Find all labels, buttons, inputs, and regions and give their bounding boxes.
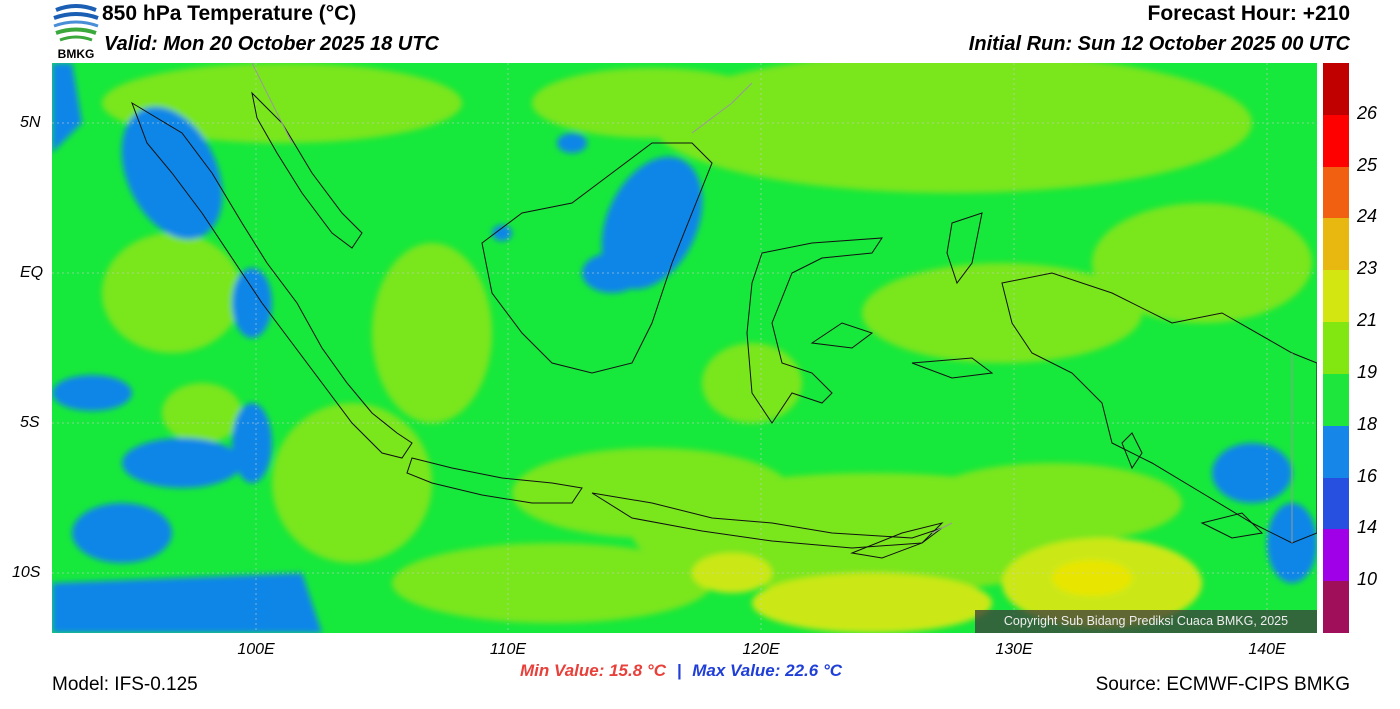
copyright-notice: Copyright Sub Bidang Prediksi Cuaca BMKG…	[975, 610, 1317, 633]
coastlines	[131, 91, 1318, 559]
colorbar-label: 18	[1357, 413, 1378, 434]
colorbar-label: 25	[1357, 154, 1378, 175]
colorbar-segment	[1323, 218, 1349, 271]
max-value: Max Value: 22.6 °C	[692, 661, 843, 680]
colorbar-segment	[1323, 270, 1349, 323]
colorbar-label: 21	[1357, 310, 1378, 331]
colorbar-segment	[1323, 63, 1349, 115]
initial-run: Initial Run: Sun 12 October 2025 00 UTC	[968, 33, 1350, 55]
valid-time: Valid: Mon 20 October 2025 18 UTC	[104, 33, 439, 55]
colorbar-segment	[1323, 425, 1349, 478]
colorbar-segment	[1323, 322, 1349, 375]
lon-label-100e: 100E	[237, 641, 275, 658]
colorbar-label: 16	[1357, 465, 1378, 486]
lon-label-110e: 110E	[489, 641, 527, 658]
lat-label-5n: 5N	[20, 114, 41, 131]
colorbar-segment	[1323, 529, 1349, 582]
lat-label-eq: EQ	[20, 264, 44, 281]
lon-label-140e: 140E	[1248, 641, 1286, 658]
colorbar-label: 26	[1357, 102, 1378, 123]
temperature-map	[52, 53, 1318, 633]
lon-label-120e: 120E	[742, 641, 780, 658]
logo-text: BMKG	[58, 47, 95, 60]
min-value: Min Value: 15.8 °C	[520, 661, 666, 680]
model-label: Model: IFS-0.125	[52, 674, 198, 695]
colorbar-segment	[1323, 373, 1349, 426]
chart-title: 850 hPa Temperature (°C)	[102, 2, 357, 25]
lon-label-130e: 130E	[995, 641, 1033, 658]
forecast-hour: Forecast Hour: +210	[1147, 2, 1351, 25]
colorbar-label: 19	[1357, 361, 1378, 382]
value-separator: |	[676, 661, 682, 680]
colorbar-label: 23	[1357, 258, 1378, 279]
bmkg-logo-icon: BMKG	[53, 2, 99, 61]
lat-label-10s: 10S	[12, 564, 41, 581]
map-canvas	[52, 53, 1318, 633]
borders	[251, 62, 1293, 543]
colorbar-segment	[1323, 114, 1349, 167]
colorbar	[1323, 63, 1349, 634]
colorbar-label: 14	[1357, 517, 1378, 538]
min-max-values: Min Value: 15.8 °C | Max Value: 22.6 °C	[520, 661, 842, 681]
graticule	[52, 63, 1317, 633]
bmkg-logo: BMKG	[52, 0, 100, 61]
colorbar-segment	[1323, 166, 1349, 219]
colorbar-label: 10	[1357, 569, 1378, 590]
lat-label-5s: 5S	[20, 414, 40, 431]
source-label: Source: ECMWF-CIPS BMKG	[1095, 674, 1350, 695]
colorbar-segment	[1323, 581, 1349, 634]
colorbar-segment	[1323, 477, 1349, 530]
colorbar-label: 24	[1357, 206, 1378, 227]
